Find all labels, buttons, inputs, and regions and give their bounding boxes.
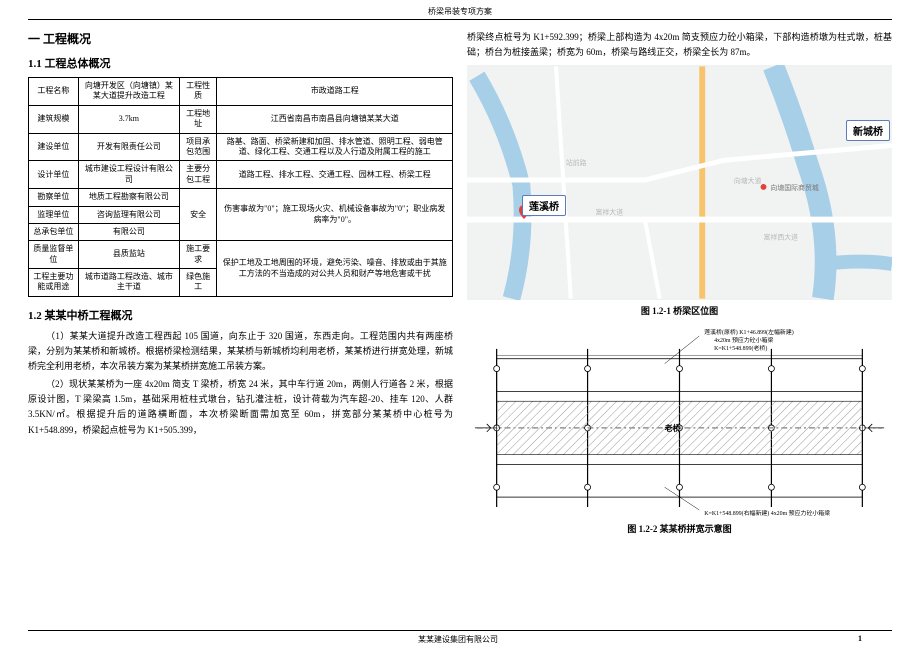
- left-column: 一 工程概况 1.1 工程总体概况 工程名称 向塘开发区（向塘镇）某某大道提升改…: [28, 20, 453, 541]
- cell: 城市道路工程改造、城市主干道: [78, 269, 179, 297]
- svg-text:4x20m 预应力砼小箱梁: 4x20m 预应力砼小箱梁: [714, 336, 773, 344]
- svg-text:K=K1+548.899(老桥): K=K1+548.899(老桥): [714, 343, 767, 351]
- svg-text:站前路: 站前路: [566, 158, 587, 167]
- cell: 向塘开发区（向塘镇）某某大道提升改造工程: [78, 78, 179, 106]
- cell: 勘察单位: [29, 189, 79, 206]
- content: 一 工程概况 1.1 工程总体概况 工程名称 向塘开发区（向塘镇）某某大道提升改…: [0, 20, 920, 541]
- page-footer: 某某建设集团有限公司 1: [28, 630, 892, 645]
- cell: 江西省南昌市南昌县向塘镇某某大道: [217, 105, 453, 133]
- cell: 保护工地及工地周围的环境，避免污染、噪音、排放或由于其施工方法的不当造成的对公共…: [217, 241, 453, 297]
- paragraph: （2）现状某某桥为一座 4x20m 简支 T 梁桥，桥宽 24 米，其中车行道 …: [28, 377, 453, 438]
- cell: 市政道路工程: [217, 78, 453, 106]
- svg-text:富祥西大道: 富祥西大道: [764, 232, 799, 241]
- cell: 绿色施工: [179, 269, 217, 297]
- paragraph: 桥梁终点桩号为 K1+592.399；桥梁上部构造为 4x20m 简支预应力砼小…: [467, 30, 892, 61]
- cell: 有限公司: [78, 223, 179, 240]
- svg-text:老桥: 老桥: [664, 422, 681, 432]
- cell: 施工要求: [179, 241, 217, 269]
- cell: 开发有限责任公司: [78, 133, 179, 161]
- section-1-2-title: 1.2 某某中桥工程概况: [28, 307, 453, 323]
- cell: 工程名称: [29, 78, 79, 106]
- map-svg: 富祥大道 向塘大道 站前路 富祥西大道 向塘国际商贸城: [467, 65, 892, 300]
- cell: 主要分包工程: [179, 161, 217, 189]
- plan-svg: 莲溪桥(原桥) K1+46.899(左幅新建) 4x20m 预应力砼小箱梁 K=…: [467, 323, 892, 518]
- cell: 质量监督单位: [29, 241, 79, 269]
- cell: 3.7km: [78, 105, 179, 133]
- svg-text:富祥大道: 富祥大道: [595, 207, 623, 216]
- page-number: 1: [858, 634, 862, 645]
- cell: 建设单位: [29, 133, 79, 161]
- cell: 地质工程勘察有限公司: [78, 189, 179, 206]
- page-header: 桥梁吊装专项方案: [28, 0, 892, 20]
- cell: 设计单位: [29, 161, 79, 189]
- cell: 总承包单位: [29, 223, 79, 240]
- cell: 安全: [179, 189, 217, 241]
- project-info-table: 工程名称 向塘开发区（向塘镇）某某大道提升改造工程 工程性质 市政道路工程 建筑…: [28, 77, 453, 297]
- paragraph: （1）某某大道提升改造工程西起 105 国道，向东止于 320 国道，东西走向。…: [28, 329, 453, 375]
- cell: 县质监站: [78, 241, 179, 269]
- cell: 工程主要功能或用途: [29, 269, 79, 297]
- plan-label: 莲溪桥(原桥) K1+46.899(左幅新建): [704, 328, 794, 336]
- cell: 道路工程、排水工程、交通工程、园林工程、桥梁工程: [217, 161, 453, 189]
- svg-text:向塘大道: 向塘大道: [734, 176, 762, 185]
- cell: 伤害事故为"0"；施工现场火灾、机械设备事故为"0"；职业病发病率为"0"。: [217, 189, 453, 241]
- section-1-title: 一 工程概况: [28, 30, 453, 47]
- map-label-lianxi: 莲溪桥: [522, 195, 566, 216]
- svg-text:向塘国际商贸城: 向塘国际商贸城: [770, 183, 818, 192]
- right-column: 桥梁终点桩号为 K1+592.399；桥梁上部构造为 4x20m 简支预应力砼小…: [467, 20, 892, 541]
- cell: 咨询监理有限公司: [78, 206, 179, 223]
- cell: 路基、路面、桥梁新建和加固、排水管道、照明工程、弱电管道、绿化工程、交通工程以及…: [217, 133, 453, 161]
- cell: 城市建设工程设计有限公司: [78, 161, 179, 189]
- cell: 工程地址: [179, 105, 217, 133]
- cell: 工程性质: [179, 78, 217, 106]
- cell: 监理单位: [29, 206, 79, 223]
- figure-caption: 图 1.2-1 桥梁区位图: [467, 304, 892, 317]
- plan-figure: 莲溪桥(原桥) K1+46.899(左幅新建) 4x20m 预应力砼小箱梁 K=…: [467, 323, 892, 518]
- cell: 建筑规模: [29, 105, 79, 133]
- map-label-xincheng: 新城桥: [846, 120, 890, 141]
- cell: 项目承包范围: [179, 133, 217, 161]
- location-map-figure: 富祥大道 向塘大道 站前路 富祥西大道 向塘国际商贸城 新城桥 莲溪桥: [467, 65, 892, 300]
- figure-caption: 图 1.2-2 某某桥拼宽示意图: [467, 522, 892, 535]
- svg-text:K=K1+548.899(右幅新建) 4x20m 预应力砼小: K=K1+548.899(右幅新建) 4x20m 预应力砼小箱梁: [704, 508, 830, 516]
- footer-company: 某某建设集团有限公司: [418, 634, 498, 645]
- section-1-1-title: 1.1 工程总体概况: [28, 55, 453, 71]
